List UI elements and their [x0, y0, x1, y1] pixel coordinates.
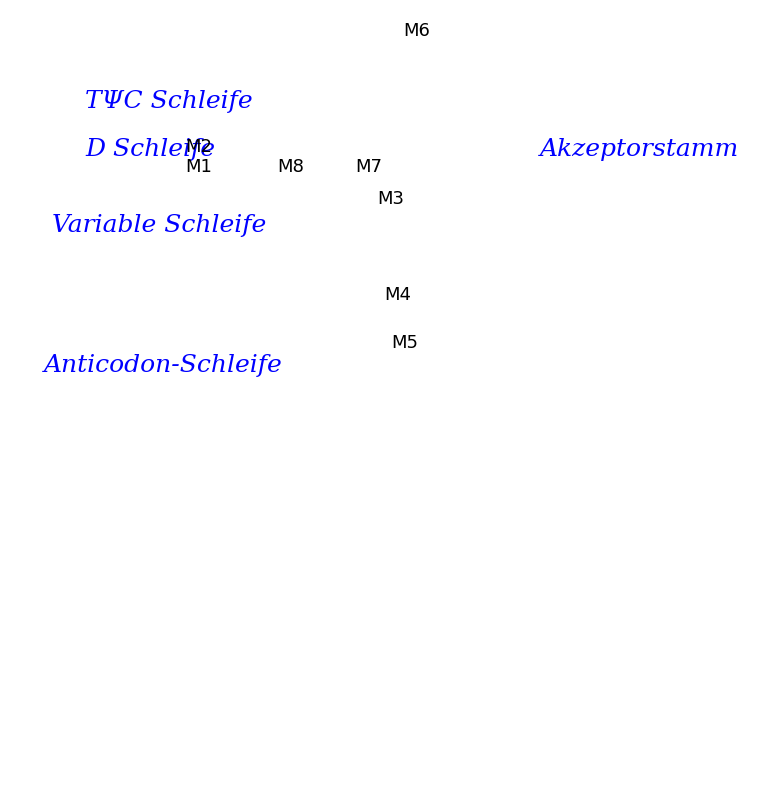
- Text: Akzeptorstamm: Akzeptorstamm: [539, 138, 739, 161]
- Text: Variable Schleife: Variable Schleife: [52, 214, 266, 237]
- Text: D Schleife: D Schleife: [85, 138, 215, 161]
- Text: M4: M4: [384, 286, 411, 304]
- Text: Anticodon-Schleife: Anticodon-Schleife: [44, 354, 283, 377]
- Text: M2: M2: [185, 138, 212, 156]
- Text: M3: M3: [377, 190, 404, 208]
- Text: M8: M8: [277, 158, 304, 176]
- Text: M6: M6: [403, 22, 430, 40]
- Text: M7: M7: [355, 158, 382, 176]
- Text: TΨC Schleife: TΨC Schleife: [85, 90, 253, 113]
- Text: M1: M1: [185, 158, 212, 176]
- Text: M5: M5: [392, 334, 419, 352]
